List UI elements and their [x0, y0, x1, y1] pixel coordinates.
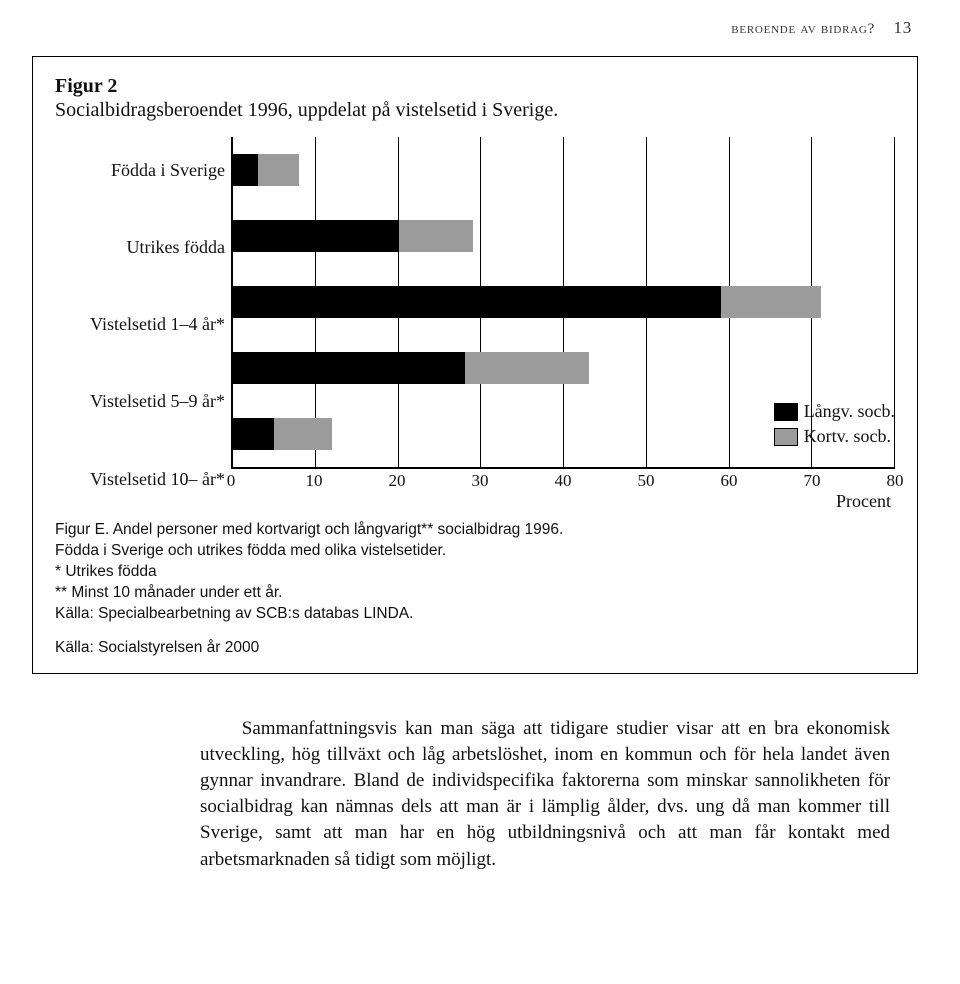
caption-line: Födda i Sverige och utrikes födda med ol…: [55, 541, 895, 562]
category-label: Vistelsetid 10– år*: [90, 469, 225, 490]
bar-row: [233, 335, 895, 401]
category-label: Utrikes födda: [127, 237, 225, 258]
bar-row: [233, 269, 895, 335]
bar-segment-kortv: [465, 352, 589, 384]
running-head-text: beroende av bidrag?: [731, 21, 875, 37]
page: beroende av bidrag? 13 Figur 2 Socialbid…: [0, 0, 960, 913]
legend-label: Långv. socb.: [804, 401, 895, 422]
legend-swatch-gray: [774, 428, 798, 446]
legend-swatch-black: [774, 403, 798, 421]
bar-segment-langv: [233, 418, 274, 450]
figure-title: Socialbidragsberoendet 1996, uppdelat på…: [55, 98, 895, 123]
bar-segment-kortv: [721, 286, 820, 318]
x-tick-label: 50: [638, 471, 655, 491]
bar-segment-langv: [233, 154, 258, 186]
bar-segment-langv: [233, 352, 465, 384]
category-label: Födda i Sverige: [111, 160, 225, 181]
legend-item-kortv: Kortv. socb.: [774, 426, 895, 447]
bar-segment-langv: [233, 286, 721, 318]
bar-stack: [233, 352, 895, 384]
y-axis-labels: Födda i Sverige Utrikes födda Vistelseti…: [55, 137, 231, 512]
bar-stack: [233, 220, 895, 252]
caption-line: * Utrikes födda: [55, 562, 895, 583]
bar-segment-kortv: [258, 154, 299, 186]
x-tick-label: 70: [804, 471, 821, 491]
paragraph: Sammanfattningsvis kan man säga att tidi…: [200, 716, 890, 873]
figure-label: Figur 2: [55, 75, 895, 98]
x-tick-label: 10: [306, 471, 323, 491]
x-tick-label: 20: [389, 471, 406, 491]
caption-line: ** Minst 10 månader under ett år.: [55, 583, 895, 604]
running-head: beroende av bidrag? 13: [0, 0, 960, 38]
page-number: 13: [880, 18, 913, 37]
chart: Födda i Sverige Utrikes födda Vistelseti…: [55, 137, 895, 512]
x-axis-ticks: 01020304050607080: [231, 469, 895, 493]
x-tick-label: 0: [227, 471, 236, 491]
bar-row: [233, 137, 895, 203]
x-axis-title: Procent: [231, 491, 895, 512]
category-label: Vistelsetid 1–4 år*: [90, 314, 225, 335]
bar-stack: [233, 154, 895, 186]
bar-segment-kortv: [399, 220, 473, 252]
plot-area: Långv. socb. Kortv. socb. 01020304050607…: [231, 137, 895, 512]
figure-box: Figur 2 Socialbidragsberoendet 1996, upp…: [32, 56, 918, 674]
x-tick-label: 80: [887, 471, 904, 491]
bar-stack: [233, 286, 895, 318]
legend-label: Kortv. socb.: [804, 426, 891, 447]
bar-segment-langv: [233, 220, 399, 252]
x-tick-label: 40: [555, 471, 572, 491]
legend: Långv. socb. Kortv. socb.: [774, 401, 895, 451]
caption-line: Källa: Specialbearbetning av SCB:s datab…: [55, 604, 895, 625]
caption-line: Figur E. Andel personer med kortvarigt o…: [55, 520, 895, 541]
x-tick-label: 60: [721, 471, 738, 491]
figure-source: Källa: Socialstyrelsen år 2000: [55, 639, 895, 657]
body-text: Sammanfattningsvis kan man säga att tidi…: [200, 716, 890, 873]
x-tick-label: 30: [472, 471, 489, 491]
bar-row: [233, 203, 895, 269]
bar-segment-kortv: [274, 418, 332, 450]
figure-caption: Figur E. Andel personer med kortvarigt o…: [55, 520, 895, 625]
category-label: Vistelsetid 5–9 år*: [90, 391, 225, 412]
legend-item-langv: Långv. socb.: [774, 401, 895, 422]
